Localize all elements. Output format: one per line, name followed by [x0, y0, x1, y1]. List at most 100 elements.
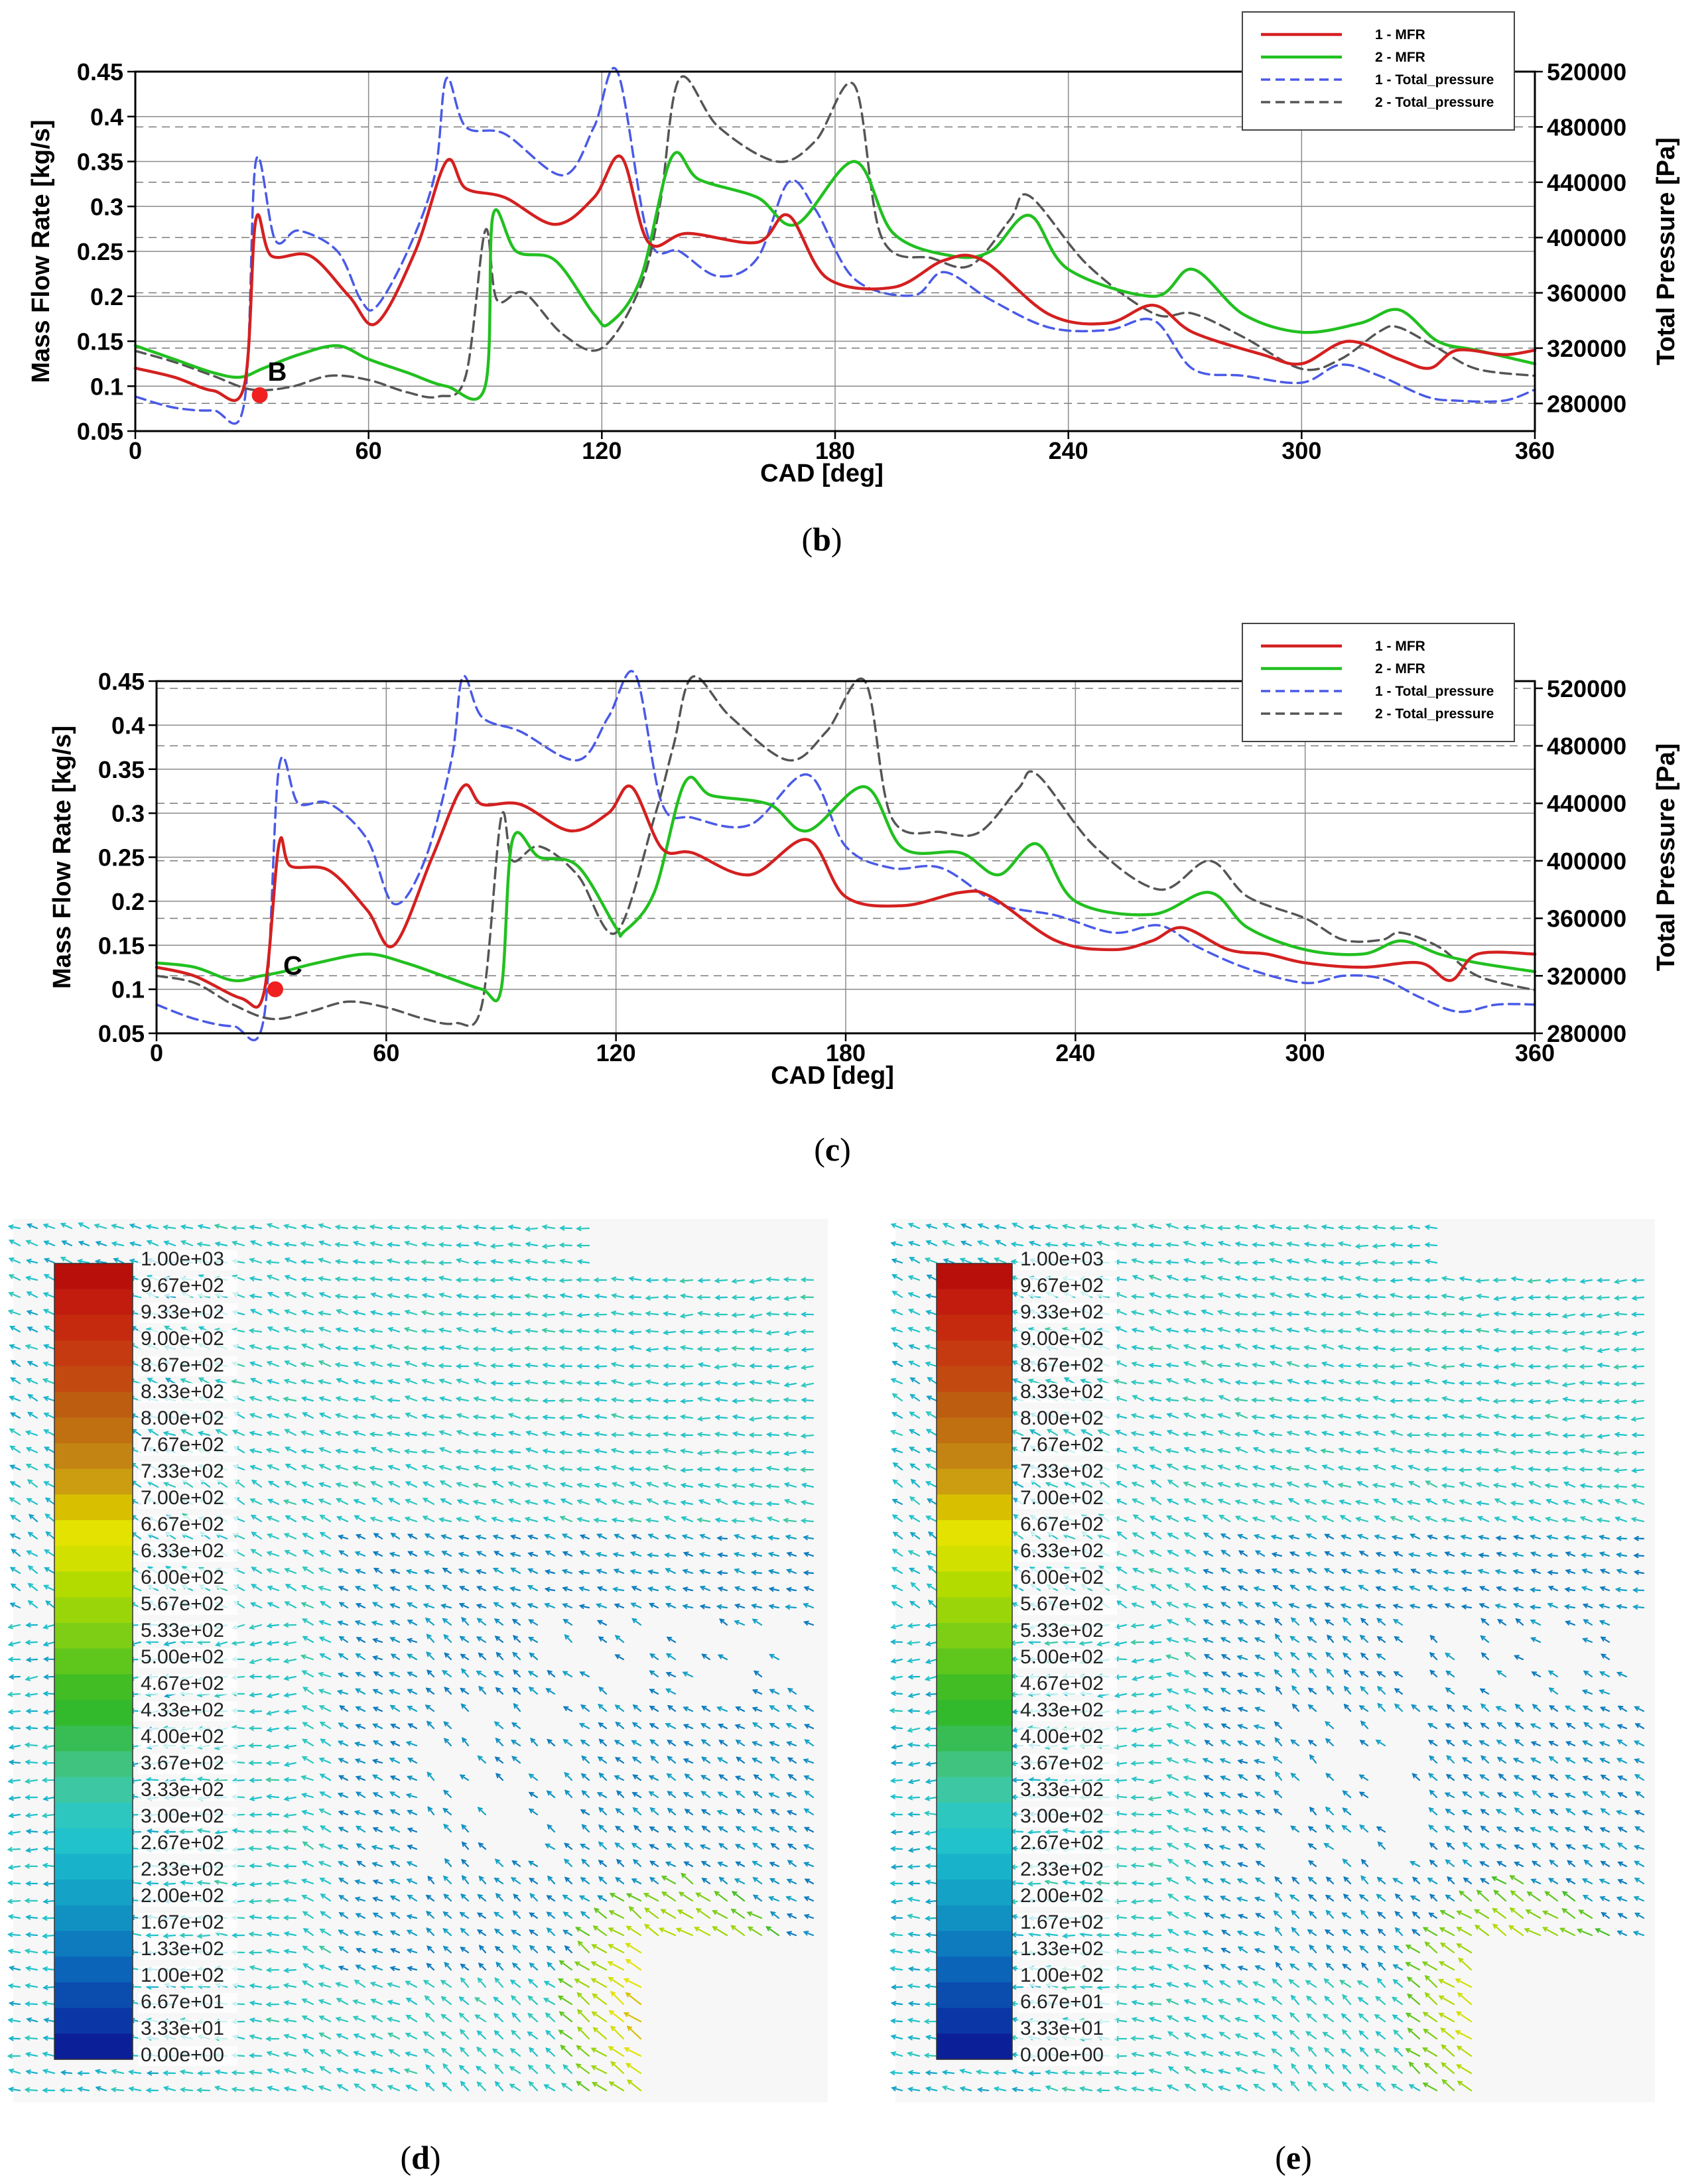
- vector-arrow-head: [734, 1534, 740, 1539]
- vector-arrow: [801, 1365, 815, 1369]
- vector-arrow-head: [665, 1602, 671, 1608]
- vector-arrow: [267, 1380, 280, 1385]
- vector-arrow-head: [163, 2070, 168, 2076]
- vector-arrow: [474, 1362, 487, 1368]
- vector-arrow-head: [460, 1893, 466, 1899]
- vector-arrow-head: [426, 1651, 432, 1657]
- vector-arrow-head: [283, 1879, 289, 1885]
- vector-arrow-head: [718, 1723, 724, 1729]
- vector-arrow: [943, 1223, 955, 1230]
- vector-arrow-head: [1320, 1242, 1326, 1248]
- vector-arrow-head: [736, 1756, 742, 1762]
- vector-arrow: [683, 1706, 694, 1712]
- vector-arrow: [373, 1533, 383, 1540]
- vector-arrow: [301, 1775, 314, 1781]
- series-line-1-mfr: [133, 154, 1537, 403]
- vector-arrow-head: [404, 1395, 411, 1401]
- vector-arrow: [664, 1554, 677, 1557]
- colorbar-segment: [54, 1417, 133, 1444]
- vector-arrow: [579, 1895, 590, 1902]
- vector-arrow-head: [663, 1330, 669, 1336]
- vector-arrow: [732, 1451, 746, 1454]
- vector-arrow: [318, 1861, 332, 1868]
- vector-arrow: [338, 1793, 349, 1799]
- vector-arrow: [266, 1448, 280, 1454]
- vector-arrow: [26, 1259, 38, 1264]
- vector-arrow-head: [42, 1584, 49, 1590]
- vector-arrow: [356, 1706, 366, 1712]
- y2-tick-label: 320000: [1547, 962, 1626, 990]
- vector-arrow-head: [732, 1431, 738, 1437]
- vector-arrow: [510, 1979, 521, 1988]
- vector-arrow-head: [249, 1293, 255, 1299]
- vector-arrow: [10, 1567, 21, 1574]
- vector-arrow-head: [42, 1949, 48, 1955]
- vector-arrow-head: [267, 1585, 273, 1591]
- vector-arrow: [353, 1311, 366, 1316]
- vector-arrow: [146, 1225, 159, 1230]
- vector-arrow: [753, 1791, 763, 1799]
- vector-arrow-head: [300, 1448, 307, 1454]
- vector-arrow-head: [7, 1624, 14, 1630]
- vector-arrow-head: [389, 1791, 395, 1797]
- vector-arrow-head: [9, 1497, 15, 1502]
- vector-arrow: [456, 1295, 470, 1299]
- vector-arrow-head: [631, 1586, 637, 1591]
- vector-arrow-head: [699, 1844, 706, 1850]
- vector-arrow-head: [389, 1827, 395, 1832]
- vector-arrow-head: [803, 1551, 809, 1557]
- vector-arrow-head: [785, 1586, 792, 1592]
- vector-arrow-head: [7, 1983, 14, 1989]
- vector-arrow-head: [683, 1741, 690, 1746]
- vector-arrow-head: [27, 1600, 33, 1606]
- vector-arrow: [476, 2065, 487, 2075]
- vector-arrow: [338, 1568, 349, 1574]
- vector-arrow-head: [769, 1862, 775, 1867]
- vector-arrow-head: [352, 1430, 359, 1436]
- vector-arrow-head: [627, 1500, 634, 1506]
- vector-arrow-head: [407, 1809, 413, 1815]
- vector-arrow-head: [41, 1760, 48, 1766]
- vector-arrow-head: [665, 1568, 671, 1573]
- vector-arrow-head: [645, 1415, 651, 1420]
- vector-arrow-head: [442, 1567, 448, 1573]
- vector-arrow: [405, 2033, 418, 2040]
- vector-arrow-head: [318, 1636, 325, 1641]
- vector-arrow-head: [284, 1309, 290, 1315]
- vector-arrow: [250, 1240, 263, 1247]
- vector-arrow: [493, 1586, 504, 1592]
- vector-arrow-head: [438, 1378, 445, 1383]
- vector-arrow: [529, 1929, 539, 1937]
- vector-arrow-head: [770, 1756, 776, 1762]
- vector-arrow: [509, 2066, 521, 2075]
- vector-arrow-head: [405, 1741, 412, 1746]
- vector-arrow-head: [474, 1997, 480, 2002]
- vector-arrow-head: [319, 1550, 325, 1555]
- vector-arrow-head: [371, 1948, 378, 1953]
- vector-arrow-head: [24, 2087, 31, 2092]
- vector-arrow: [407, 1966, 418, 1971]
- vector-arrow-head: [633, 1825, 639, 1831]
- vector-arrow-head: [714, 1380, 720, 1385]
- vector-arrow-head: [564, 1789, 570, 1795]
- vector-arrow-head: [337, 1792, 344, 1798]
- vector-arrow-head: [334, 1464, 341, 1470]
- vector-arrow-head: [625, 1992, 631, 1998]
- vector-arrow: [180, 1986, 194, 1988]
- vector-arrow: [267, 1309, 280, 1316]
- vector-arrow: [387, 2085, 401, 2092]
- vector-arrow-head: [283, 1762, 290, 1767]
- vector-arrow-head: [43, 1429, 49, 1435]
- vector-arrow-head: [8, 1725, 14, 1731]
- vector-arrow-head: [650, 1755, 656, 1761]
- vector-arrow-head: [490, 1380, 496, 1386]
- vector-arrow-head: [249, 1674, 255, 1679]
- vector-arrow-head: [1131, 1242, 1138, 1248]
- vector-arrow: [631, 1586, 642, 1592]
- vector-arrow-head: [770, 1842, 776, 1848]
- vector-arrow: [387, 2032, 401, 2040]
- vector-arrow: [354, 1362, 366, 1368]
- vector-arrow-head: [369, 1241, 375, 1247]
- vector-arrow: [561, 2083, 573, 2092]
- vector-arrow: [318, 1447, 332, 1454]
